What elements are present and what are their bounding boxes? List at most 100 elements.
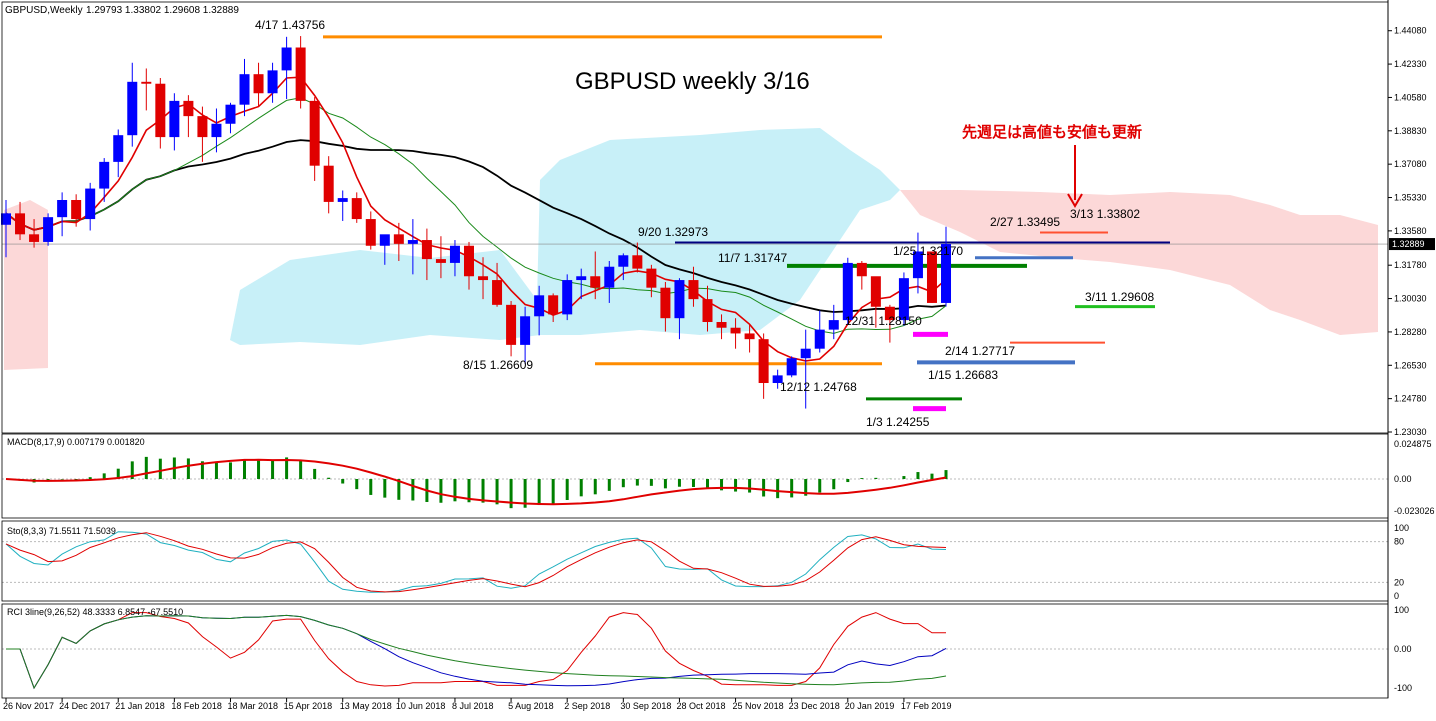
candle — [520, 306, 531, 364]
candle-body — [253, 74, 264, 94]
candle — [393, 222, 404, 262]
candle-body — [941, 244, 952, 303]
pane-frame — [1, 520, 1389, 602]
candle-body — [71, 200, 82, 220]
pane-frame — [1, 433, 1389, 519]
candle — [43, 213, 54, 246]
candle-body — [29, 234, 40, 242]
price-tick-label: 1.42330 — [1394, 59, 1427, 69]
price-tick-label: 1.35330 — [1394, 193, 1427, 203]
price-tick-label: 1.44080 — [1394, 26, 1427, 36]
time-tick-label: 8 Jul 2018 — [452, 701, 494, 711]
current-price-label: 1.32889 — [1392, 239, 1425, 249]
candle-body — [1, 213, 11, 225]
rci-long-line — [6, 614, 947, 690]
candle — [744, 323, 755, 353]
price-annotation: 2/27 1.33495 — [990, 215, 1060, 229]
sma-13-line — [5, 97, 947, 334]
candle-body — [856, 262, 867, 277]
rci-mid-line — [6, 614, 947, 690]
candle-body — [646, 268, 657, 288]
candle-body — [267, 70, 278, 94]
candle — [239, 58, 250, 117]
candle — [337, 190, 348, 221]
candle — [211, 108, 222, 153]
candle — [604, 261, 615, 303]
stoch-k-line — [5, 531, 947, 593]
candle-body — [127, 81, 138, 136]
time-tick-label: 25 Nov 2018 — [733, 701, 784, 711]
current-price-box — [1389, 238, 1435, 251]
candle — [506, 301, 517, 357]
price-tick-label: 1.23030 — [1394, 427, 1427, 437]
candle — [197, 106, 208, 162]
symbol-label: GBPUSD,Weekly — [5, 5, 83, 16]
candle-body — [141, 81, 152, 84]
candle-body — [169, 100, 180, 138]
candle-body — [239, 74, 250, 105]
candle-body — [590, 276, 601, 288]
time-tick-label: 18 Mar 2018 — [227, 701, 278, 711]
macd-tick-label: -0.023026 — [1394, 506, 1435, 516]
cloud-bullish — [230, 128, 900, 345]
candle-body — [562, 280, 573, 315]
candle-body — [912, 251, 923, 279]
stoch-tick-label: 0 — [1394, 591, 1399, 601]
candle-body — [730, 327, 741, 334]
candle-body — [520, 316, 531, 345]
candle-body — [744, 333, 755, 340]
cloud-bearish-left — [4, 200, 48, 370]
candle — [842, 257, 853, 324]
annotations: 4/17 1.43756 9/20 1.32973 11/7 1.31747 1/25… — [255, 18, 1155, 429]
candle — [786, 356, 797, 378]
time-tick-label: 15 Apr 2018 — [284, 701, 333, 711]
time-tick-label: 18 Feb 2018 — [171, 701, 222, 711]
rci-tick-label: 0.00 — [1394, 644, 1412, 654]
price-tick-label: 1.33580 — [1394, 226, 1427, 236]
time-tick-label: 30 Sep 2018 — [620, 701, 671, 711]
candle-body — [155, 83, 166, 138]
candle-body — [632, 255, 643, 269]
price-tick-label: 1.37080 — [1394, 159, 1427, 169]
time-tick-label: 23 Dec 2018 — [789, 701, 840, 711]
candle-body — [534, 295, 545, 317]
price-annotation: 1/3 1.24255 — [866, 415, 930, 429]
candle-body — [351, 198, 362, 220]
candle — [463, 241, 474, 290]
time-tick-label: 20 Jan 2019 — [845, 701, 895, 711]
candle — [1, 200, 11, 258]
candle — [492, 262, 503, 307]
candle — [772, 369, 783, 389]
price-annotation: 8/15 1.26609 — [463, 358, 533, 372]
candle-body — [870, 276, 881, 307]
stoch-tick-label: 80 — [1394, 537, 1404, 547]
price-annotation: 1/25 1.32170 — [893, 244, 963, 258]
macd-tick-label: 0.024875 — [1394, 439, 1432, 449]
candle — [141, 68, 152, 111]
candle — [660, 281, 671, 332]
candle — [407, 219, 418, 275]
candle — [435, 236, 446, 279]
candle — [590, 251, 601, 300]
time-tick-label: 24 Dec 2017 — [59, 701, 110, 711]
candle-body — [393, 234, 404, 244]
candle-body — [407, 240, 418, 244]
candle-body — [492, 280, 503, 305]
candle-body — [758, 339, 769, 384]
candle-body — [478, 276, 489, 281]
candle — [421, 228, 432, 281]
candle-body — [99, 161, 110, 189]
candle — [758, 333, 769, 399]
time-tick-label: 2 Sep 2018 — [564, 701, 610, 711]
candle-body — [57, 200, 68, 218]
candle — [309, 97, 320, 181]
time-tick-label: 5 Aug 2018 — [508, 701, 554, 711]
stoch-tick-label: 100 — [1394, 523, 1409, 533]
price-annotation: 12/31 1.28150 — [845, 314, 922, 328]
candle — [828, 304, 839, 340]
price-tick-label: 1.24780 — [1394, 394, 1427, 404]
candle-body — [113, 135, 124, 162]
candle-body — [604, 266, 615, 288]
candle — [113, 129, 124, 178]
